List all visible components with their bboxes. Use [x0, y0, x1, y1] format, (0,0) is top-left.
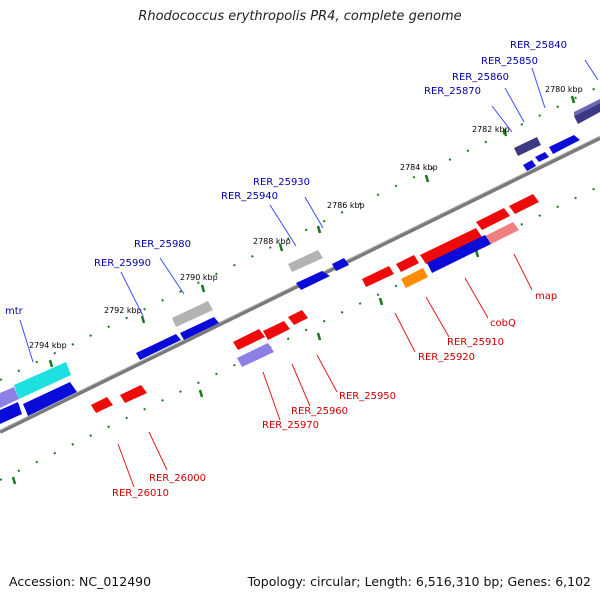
- genome-summary-text: Topology: circular; Length: 6,516,310 bp…: [247, 574, 591, 589]
- major-ticks: [11, 95, 576, 485]
- scale-label: 2786 kbp: [327, 201, 365, 210]
- gene-left-blue[interactable]: [0, 402, 22, 424]
- gene-label: RER_25870: [424, 86, 481, 97]
- reverse-leaders: [117, 253, 533, 488]
- gene-label: RER_25950: [339, 391, 396, 402]
- gene-rer25910[interactable]: [401, 268, 428, 288]
- gene-mtr-blue[interactable]: [23, 382, 77, 416]
- gene-label: RER_26000: [149, 473, 206, 484]
- gene-label: RER_25980: [134, 239, 191, 250]
- scale-label: 2784 kbp: [400, 163, 438, 172]
- gene-rer25960[interactable]: [263, 321, 290, 340]
- gene-rer25860b[interactable]: [523, 160, 536, 171]
- gene-rer25990b[interactable]: [180, 317, 219, 340]
- gene-rer26000[interactable]: [120, 385, 147, 403]
- gene-label: RER_25990: [94, 258, 151, 269]
- gene-rer25970-red[interactable]: [233, 329, 265, 350]
- map-title: Rhodococcus erythropolis PR4, complete g…: [138, 9, 462, 24]
- gene-label: mtr: [5, 306, 24, 317]
- gene-label: RER_25840: [510, 40, 567, 51]
- scale-label: 2788 kbp: [253, 237, 291, 246]
- gene-rer25850[interactable]: [549, 135, 580, 154]
- gene-label: RER_25920: [418, 352, 475, 363]
- gene-rer25840[interactable]: [574, 103, 600, 124]
- gene-label: RER_26010: [112, 488, 169, 499]
- gene-rer25980[interactable]: [172, 301, 213, 327]
- gene-rer25870[interactable]: [514, 137, 541, 156]
- gene-mtr[interactable]: [14, 362, 71, 399]
- gene-rer25970[interactable]: [237, 343, 274, 367]
- gene-cobq[interactable]: [420, 228, 482, 264]
- gene-red-top1[interactable]: [476, 208, 510, 230]
- gene-cobq-blue[interactable]: [427, 235, 491, 273]
- forward-genes: [0, 99, 600, 424]
- scale-label: 2794 kbp: [29, 341, 67, 350]
- accession-text: Accession: NC_012490: [9, 574, 152, 589]
- gene-rer25940[interactable]: [296, 271, 330, 290]
- gene-rer25950[interactable]: [288, 310, 308, 325]
- gene-rer25930[interactable]: [288, 250, 323, 272]
- gene-label: RER_25860: [452, 72, 509, 83]
- gene-label: map: [535, 291, 557, 302]
- forward-leaders: [19, 59, 599, 363]
- gene-label: RER_25930: [253, 177, 310, 188]
- gene-rer25840-top: [574, 99, 600, 116]
- scale-label: 2780 kbp: [545, 85, 583, 94]
- gene-label: RER_25850: [481, 56, 538, 67]
- scale-label: 2792 kbp: [104, 306, 142, 315]
- gene-red-top2[interactable]: [509, 194, 539, 214]
- scale-label: 2782 kbp: [472, 125, 510, 134]
- gene-label: RER_25940: [221, 191, 278, 202]
- gene-rer25920b[interactable]: [396, 255, 419, 272]
- gene-rer25860[interactable]: [535, 152, 549, 162]
- gene-map[interactable]: [485, 222, 519, 244]
- gene-label: RER_25970: [262, 420, 319, 431]
- gene-rer25990[interactable]: [136, 334, 181, 360]
- gene-label: RER_25960: [291, 406, 348, 417]
- gene-label: cobQ: [490, 318, 516, 329]
- gene-label: RER_25910: [447, 337, 504, 348]
- gene-rer25940b[interactable]: [332, 258, 349, 271]
- gene-mtr-left[interactable]: [0, 387, 19, 408]
- gene-rer26010[interactable]: [91, 397, 113, 413]
- reverse-genes: [91, 194, 539, 413]
- gene-rer25920[interactable]: [362, 266, 394, 287]
- scale-label: 2790 kbp: [180, 273, 218, 282]
